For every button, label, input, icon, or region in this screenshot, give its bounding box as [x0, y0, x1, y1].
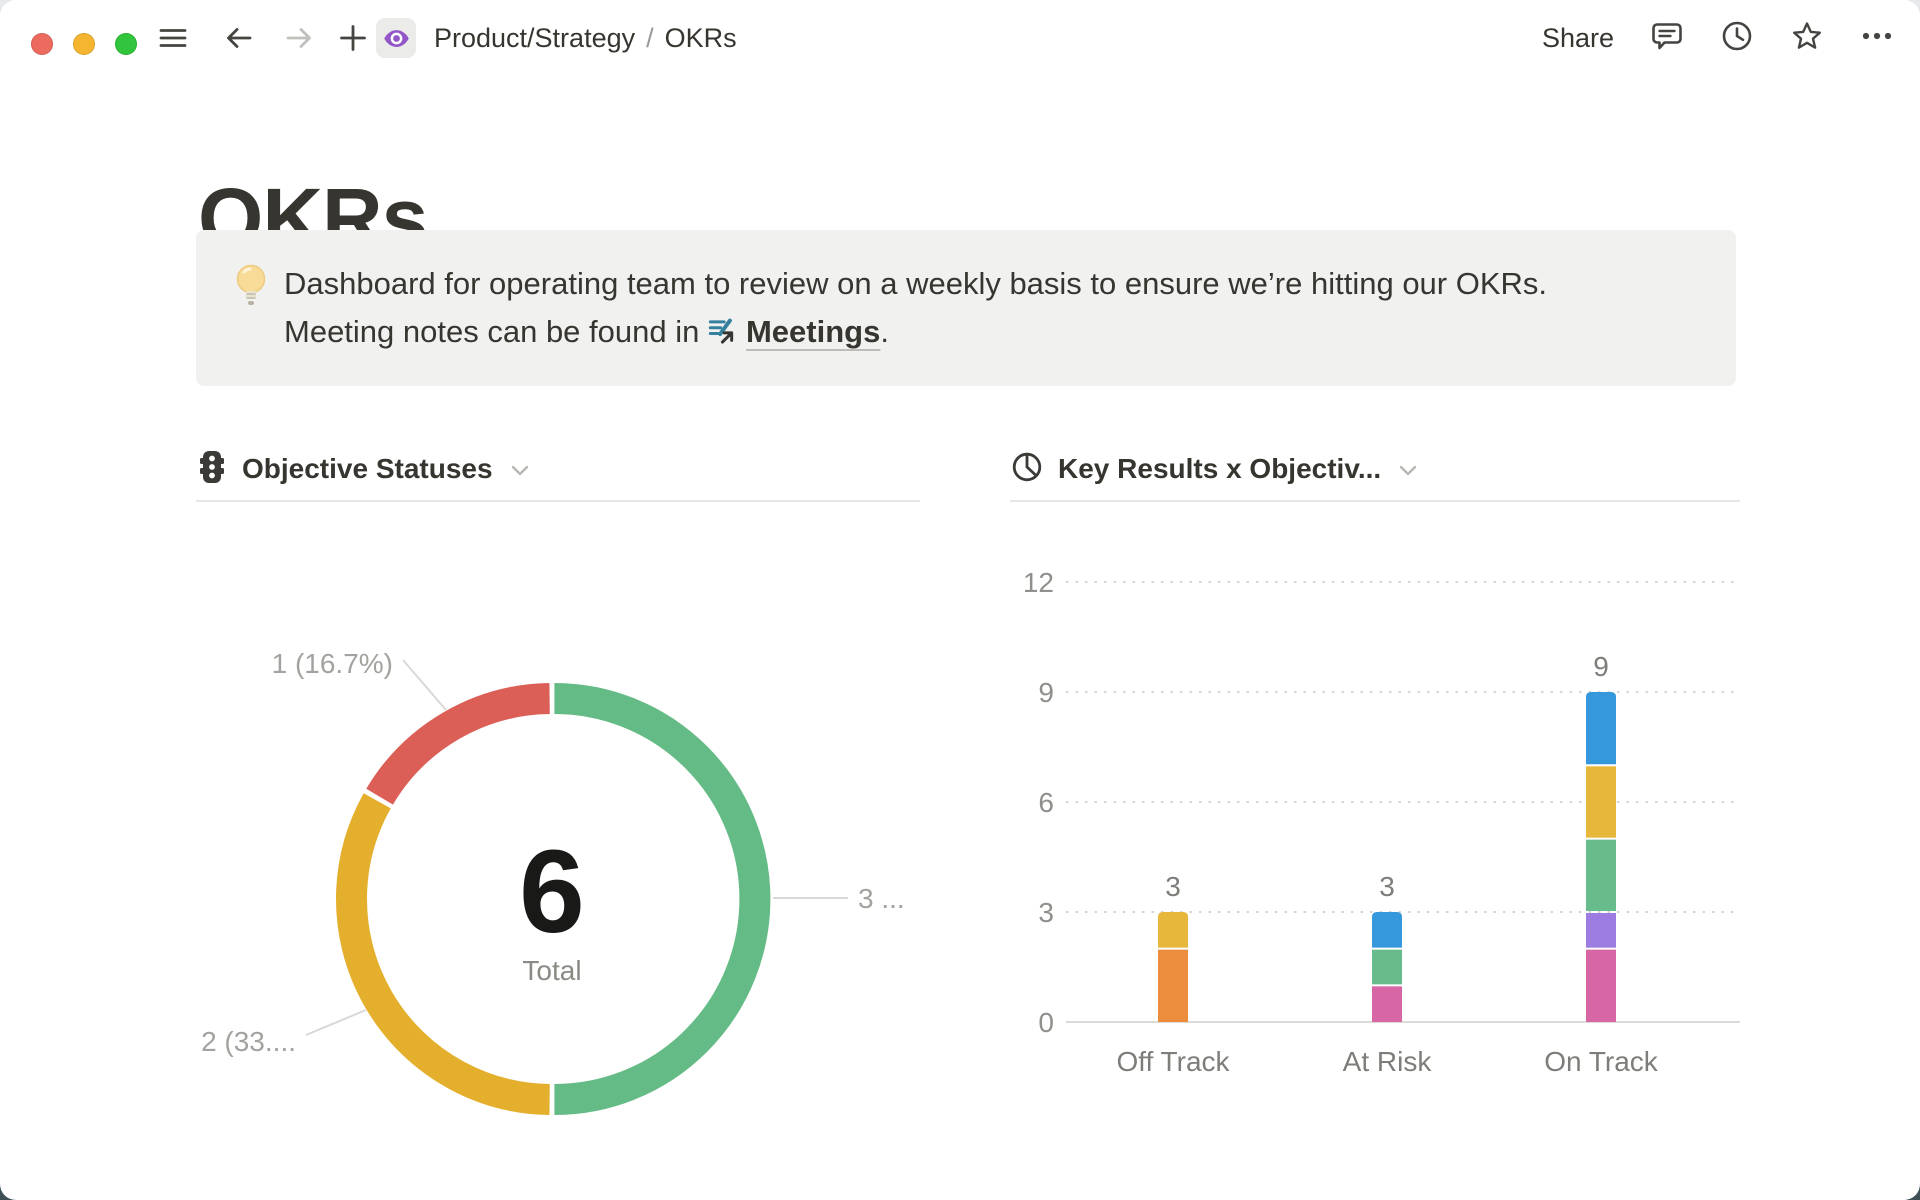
chart-header-objective-statuses[interactable]: Objective Statuses: [196, 438, 920, 502]
stacked-bar-chart: 0 3 6 9 12 3 Off Track 3 At Risk 9 On Track: [1023, 567, 1740, 1077]
donut-label-leader: [305, 1009, 367, 1036]
x-category-label: At Risk: [1343, 1046, 1433, 1077]
chevron-down-icon: [1399, 463, 1417, 481]
bar-segment[interactable]: [1372, 949, 1402, 985]
callout-line2: Meeting notes can be found in Meetings .: [284, 308, 1547, 356]
back-arrow-icon[interactable]: [222, 21, 256, 55]
chart-header-key-results[interactable]: Key Results x Objectiv...: [1010, 438, 1740, 502]
donut-segment[interactable]: [366, 683, 551, 805]
donut-segment-label: 3 ...: [858, 883, 905, 914]
zoom-window-button[interactable]: [115, 33, 137, 55]
meetings-link[interactable]: Meetings: [708, 308, 880, 356]
lightbulb-icon: [230, 262, 272, 313]
donut-segment[interactable]: [554, 683, 771, 1115]
donut-segment-label: 2 (33....: [201, 1026, 296, 1057]
pie-chart-icon: [1010, 450, 1044, 489]
donut-segment[interactable]: [336, 793, 550, 1115]
callout-block: Dashboard for operating team to review o…: [196, 230, 1736, 386]
chart-objective-statuses: Objective Statuses 3 ... 2 (33.... 1 (16.7…: [196, 438, 920, 1197]
chart-title: Key Results x Objectiv...: [1058, 453, 1382, 484]
y-tick-label: 12: [1023, 567, 1054, 598]
donut-total-value: 6: [519, 826, 585, 958]
y-tick-label: 6: [1038, 787, 1054, 818]
breadcrumb: Product/Strategy / OKRs: [434, 0, 737, 76]
y-tick-label: 9: [1038, 677, 1054, 708]
callout-line2-suffix: .: [880, 314, 889, 349]
breadcrumb-separator: /: [646, 22, 654, 53]
star-icon[interactable]: [1790, 19, 1824, 58]
x-category-label: On Track: [1544, 1046, 1659, 1077]
breadcrumb-parent[interactable]: Product/Strategy: [434, 22, 636, 53]
minimize-window-button[interactable]: [73, 33, 95, 55]
bar-segment[interactable]: [1586, 949, 1616, 1022]
x-category-label: Off Track: [1116, 1046, 1230, 1077]
callout-line2-prefix: Meeting notes can be found in: [284, 314, 700, 349]
bar-segment[interactable]: [1372, 986, 1402, 1022]
chart-title: Objective Statuses: [242, 453, 493, 484]
y-tick-label: 3: [1038, 897, 1054, 928]
page-icon-eye[interactable]: [376, 18, 416, 58]
plus-icon[interactable]: [336, 21, 370, 55]
more-icon[interactable]: [1860, 19, 1894, 58]
donut-total-label: Total: [522, 955, 581, 986]
hamburger-icon[interactable]: [156, 21, 190, 55]
bar-segment[interactable]: [1586, 912, 1616, 948]
eye-icon: [383, 29, 409, 47]
breadcrumb-current[interactable]: OKRs: [664, 22, 737, 53]
traffic-light-icon: [196, 449, 228, 490]
meetings-page-icon: [708, 311, 738, 359]
toolbar: Product/Strategy / OKRs Share: [0, 0, 1920, 76]
bar-total-label: 3: [1379, 871, 1395, 902]
comments-icon[interactable]: [1650, 19, 1684, 58]
bar-segment[interactable]: [1586, 839, 1616, 911]
chart-key-results: Key Results x Objectiv... 0 3 6 9 12 3 Off Tra…: [1010, 438, 1740, 1197]
bar-segment[interactable]: [1158, 949, 1188, 1022]
share-button[interactable]: Share: [1541, 22, 1614, 53]
meetings-link-label: Meetings: [745, 314, 881, 349]
close-window-button[interactable]: [31, 33, 53, 55]
y-tick-label: 0: [1038, 1007, 1054, 1038]
bar-segment[interactable]: [1372, 911, 1402, 948]
bar-segment[interactable]: [1586, 691, 1616, 765]
forward-arrow-icon[interactable]: [282, 21, 316, 55]
history-icon[interactable]: [1720, 19, 1754, 58]
bar-segment[interactable]: [1586, 766, 1616, 838]
chevron-down-icon: [511, 463, 529, 481]
callout-text: Dashboard for operating team to review o…: [284, 260, 1547, 356]
bar-segment[interactable]: [1158, 911, 1188, 948]
bar-total-label: 3: [1165, 871, 1181, 902]
donut-segment-label: 1 (16.7%): [272, 648, 393, 679]
donut-label-leader: [402, 659, 447, 711]
bar-total-label: 9: [1593, 651, 1609, 682]
callout-line1: Dashboard for operating team to review o…: [284, 266, 1548, 301]
